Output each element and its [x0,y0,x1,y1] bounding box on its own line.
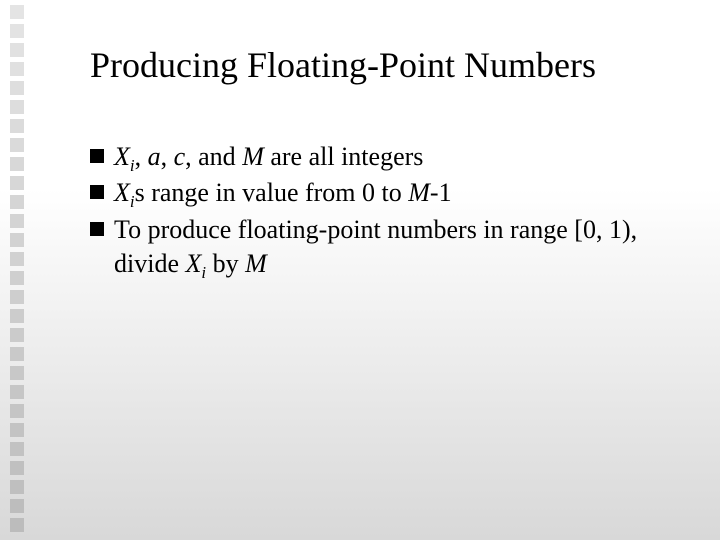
decor-square-icon [10,81,24,95]
bullet-square-icon [90,149,104,163]
decor-square-icon [10,157,24,171]
bullet-item: Xis range in value from 0 to M-1 [90,176,680,210]
decor-square-icon [10,24,24,38]
decor-square-icon [10,43,24,57]
bullet-square-icon [90,222,104,236]
bullet-item: Xi, a, c, and M are all integers [90,140,680,174]
decor-square-icon [10,138,24,152]
slide-body: Xi, a, c, and M are all integers Xis ran… [90,140,680,283]
decor-square-icon [10,252,24,266]
bullet-text: Xi, a, c, and M are all integers [114,140,680,174]
decor-square-icon [10,119,24,133]
decor-square-icon [10,195,24,209]
decor-square-icon [10,176,24,190]
bullet-square-icon [90,185,104,199]
decor-square-icon [10,5,24,19]
decor-square-icon [10,480,24,494]
decor-square-icon [10,518,24,532]
bullet-text: Xis range in value from 0 to M-1 [114,176,680,210]
bullet-item: To produce floating-point numbers in ran… [90,213,680,282]
slide: Producing Floating-Point Numbers Xi, a, … [0,0,720,540]
decor-square-icon [10,328,24,342]
bullet-text: To produce floating-point numbers in ran… [114,213,680,282]
decor-square-icon [10,62,24,76]
decor-square-icon [10,366,24,380]
slide-title: Producing Floating-Point Numbers [90,44,596,86]
decor-square-icon [10,442,24,456]
decor-square-icon [10,385,24,399]
decor-square-icon [10,309,24,323]
decor-square-icon [10,347,24,361]
decor-square-icon [10,233,24,247]
decor-square-icon [10,100,24,114]
decor-square-icon [10,461,24,475]
decor-square-icon [10,214,24,228]
side-decor [0,0,42,540]
decor-square-icon [10,271,24,285]
decor-square-icon [10,404,24,418]
decor-square-icon [10,290,24,304]
decor-square-icon [10,499,24,513]
decor-square-icon [10,423,24,437]
